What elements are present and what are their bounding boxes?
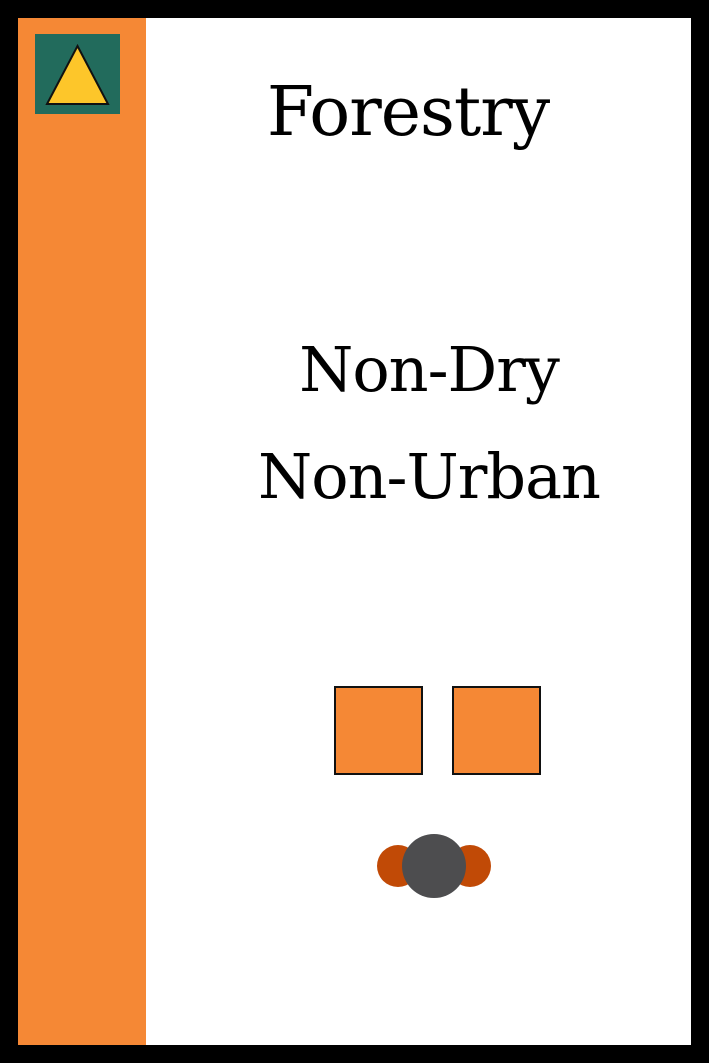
- type-badge: [35, 34, 120, 114]
- card-title: Forestry: [266, 73, 550, 152]
- side-stripe: [18, 18, 146, 1045]
- token-cluster-icon: [377, 834, 491, 898]
- condition-non-urban: Non-Urban: [258, 440, 601, 513]
- triangle-icon: [45, 43, 110, 105]
- cost-square: [452, 686, 541, 775]
- card: Forestry Non-Dry Non-Urban: [18, 18, 691, 1045]
- condition-non-dry: Non-Dry: [299, 333, 560, 406]
- cost-square: [334, 686, 423, 775]
- token-cluster: [376, 833, 494, 907]
